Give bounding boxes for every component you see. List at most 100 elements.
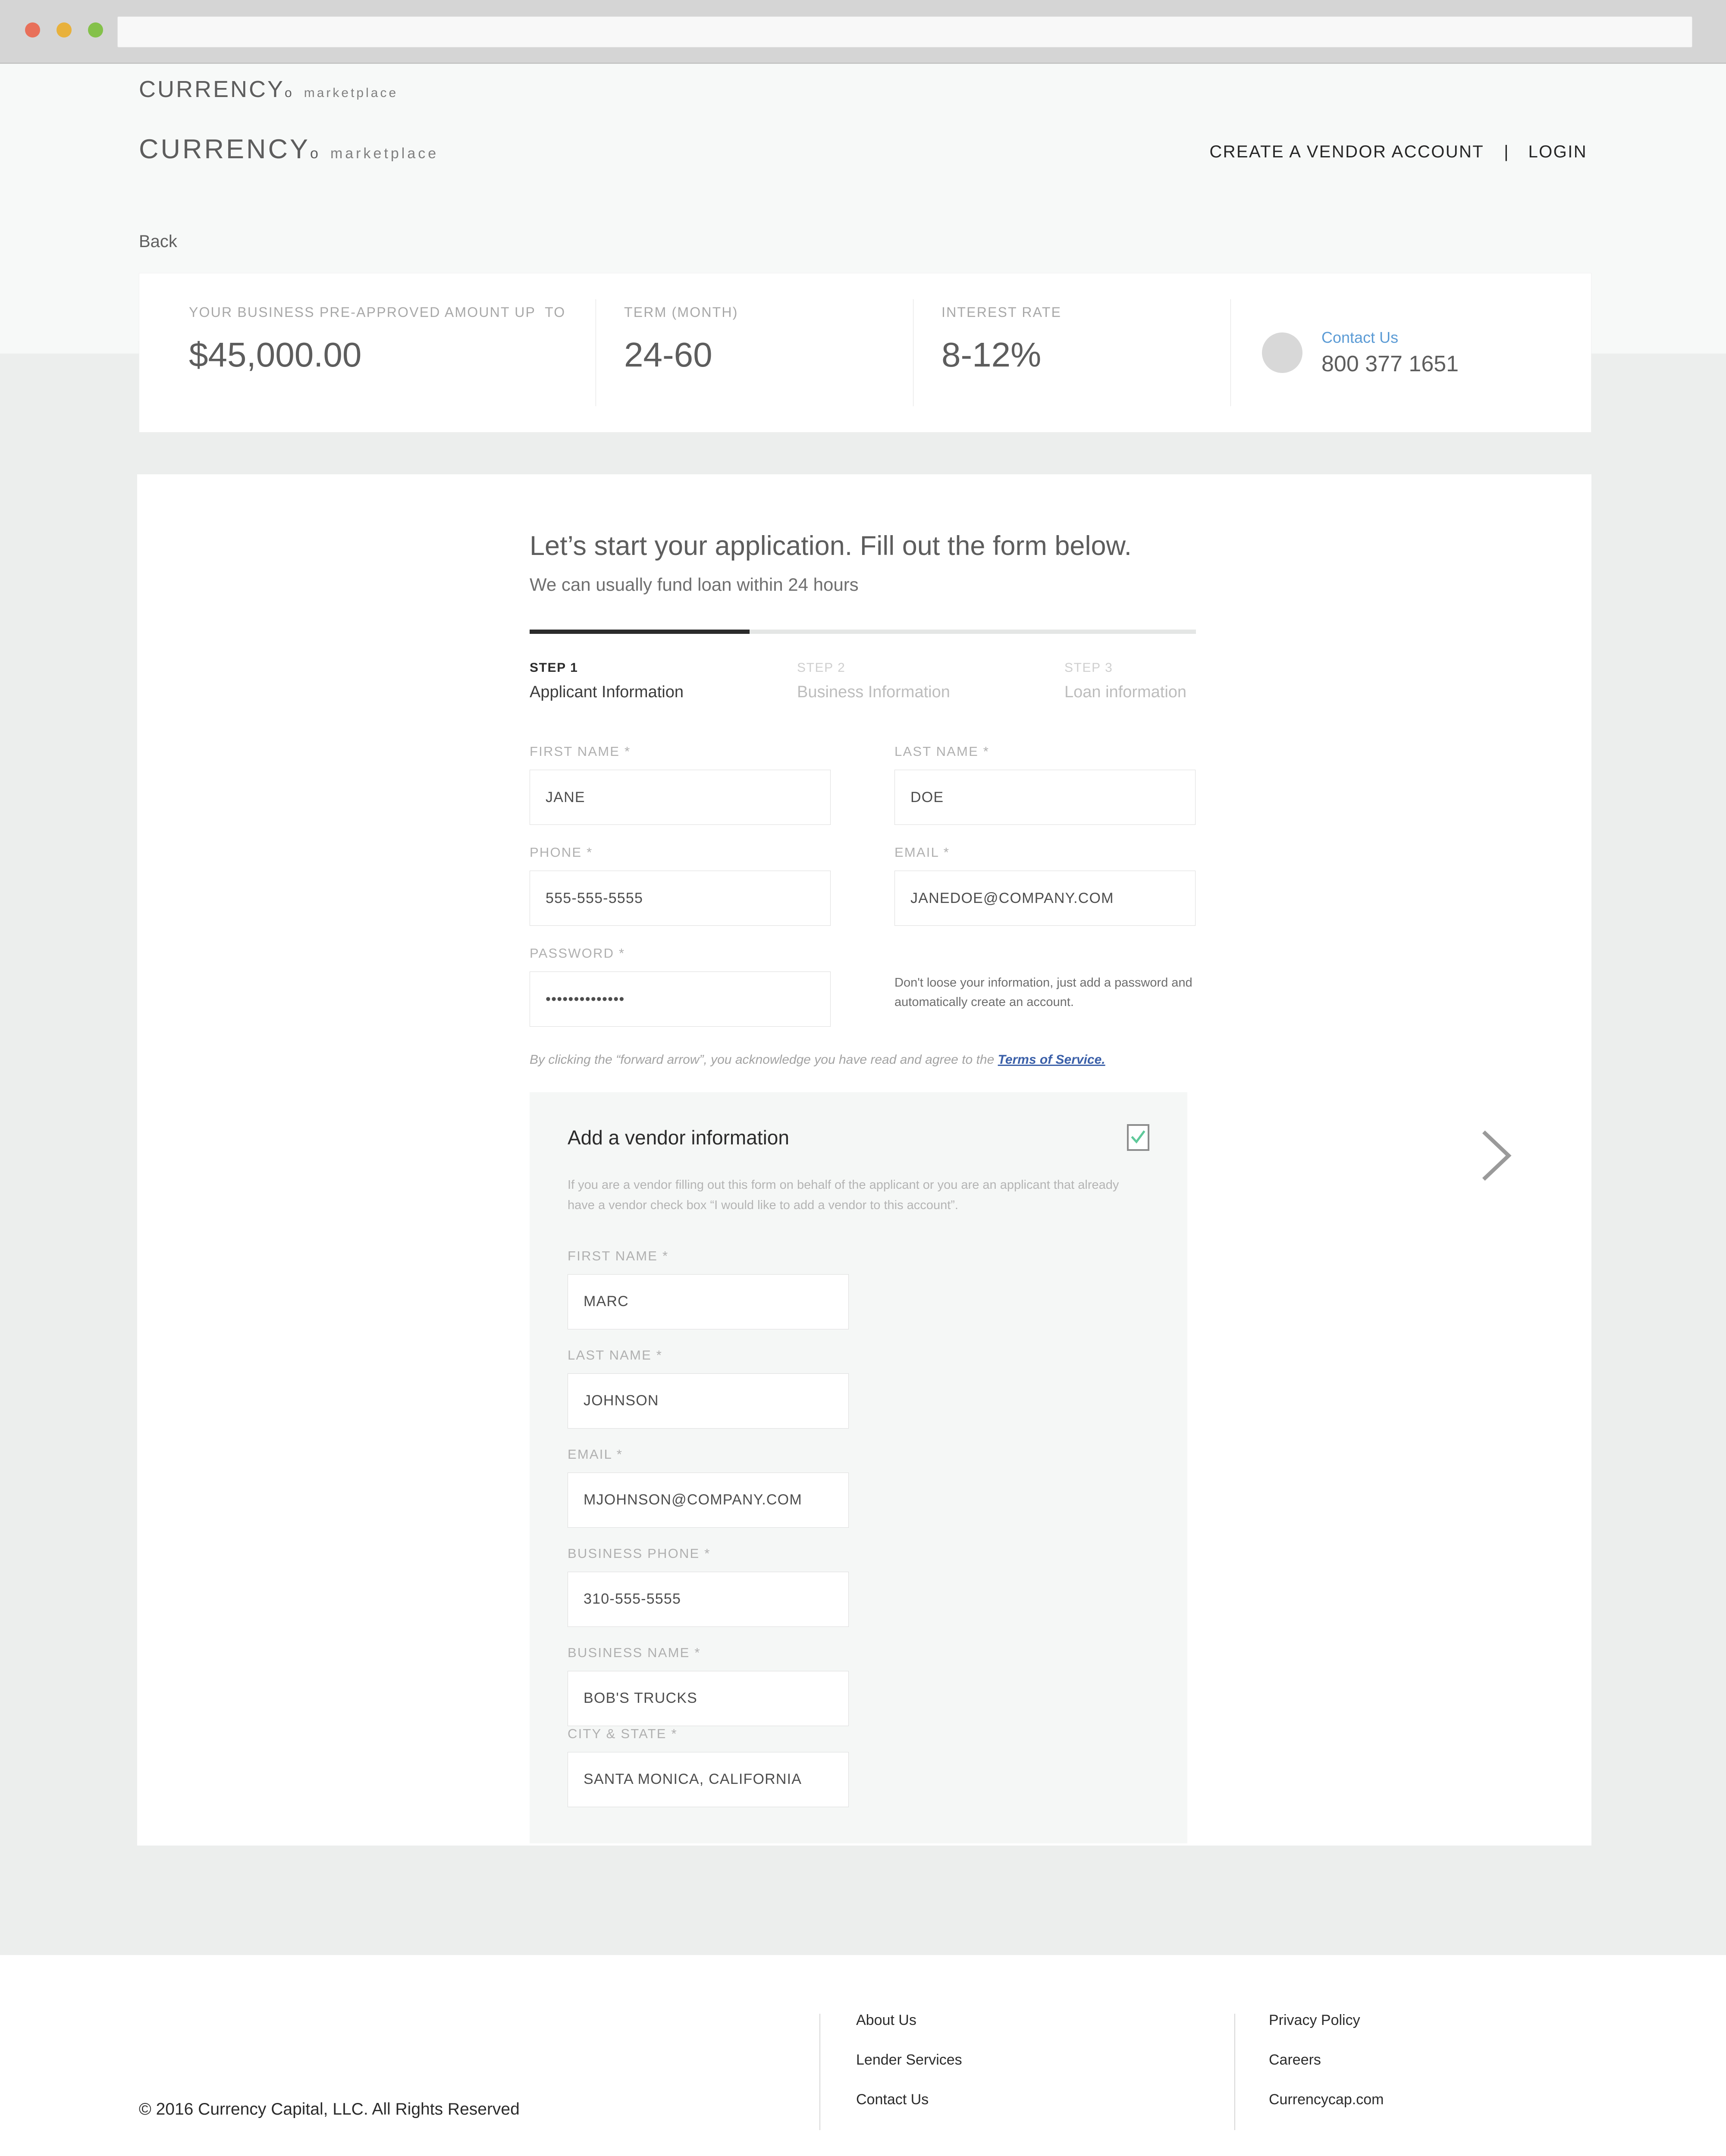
summary-divider	[1230, 299, 1231, 406]
field-label: BUSINESS NAME *	[568, 1645, 849, 1661]
password-input[interactable]	[530, 971, 831, 1027]
nav-separator: |	[1504, 142, 1509, 161]
brand-logo[interactable]: CURRENCY o marketplace	[139, 134, 439, 165]
field-label: FIRST NAME *	[568, 1248, 849, 1264]
required-asterisk: *	[943, 845, 950, 860]
vendor-email-input[interactable]	[568, 1472, 849, 1528]
footer-link-careers[interactable]: Careers	[1269, 2052, 1321, 2068]
vendor-last-name-input[interactable]	[568, 1373, 849, 1429]
required-asterisk: *	[671, 1726, 678, 1741]
vendor-city-state-input[interactable]	[568, 1752, 849, 1807]
field-vendor-last-name: LAST NAME *	[568, 1348, 849, 1429]
terms-agreement-line: By clicking the “forward arrow”, you ack…	[530, 1053, 1196, 1067]
required-asterisk: *	[616, 1446, 623, 1462]
required-asterisk: *	[983, 744, 990, 759]
contact-text: Contact Us 800 377 1651	[1321, 329, 1459, 377]
password-helper-text: Don't loose your information, just add a…	[894, 976, 1193, 1009]
checkmark-icon	[1131, 1130, 1145, 1144]
field-label: FIRST NAME *	[530, 744, 831, 759]
footer-link-lender-services[interactable]: Lender Services	[856, 2052, 962, 2068]
summary-value: 8-12%	[941, 335, 1042, 374]
close-window-button[interactable]	[25, 22, 40, 38]
field-label-text: CITY & STATE	[568, 1726, 667, 1741]
footer-logo-subtitle: marketplace	[304, 86, 399, 100]
vendor-business-name-input[interactable]	[568, 1670, 849, 1726]
vendor-panel-title: Add a vendor information	[568, 1126, 789, 1149]
step-label: Applicant Information	[530, 683, 684, 701]
terms-text: By clicking the “forward arrow”, you ack…	[530, 1053, 998, 1067]
login-link[interactable]: LOGIN	[1528, 142, 1587, 161]
add-vendor-checkbox[interactable]	[1127, 1124, 1149, 1151]
tab-step-2[interactable]: STEP 2 Business Information	[797, 661, 1064, 702]
summary-cell-interest-rate: INTEREST RATE 8-12%	[913, 273, 1230, 432]
field-label-text: EMAIL	[894, 845, 939, 860]
footer-divider	[819, 2014, 820, 2130]
email-input[interactable]	[894, 871, 1196, 926]
page-subtitle: We can usually fund loan within 24 hours	[530, 574, 859, 595]
minimize-window-button[interactable]	[56, 22, 72, 38]
next-step-button[interactable]	[1471, 1123, 1522, 1188]
summary-cell-contact: Contact Us 800 377 1651	[1231, 273, 1591, 432]
field-label: LAST NAME *	[894, 744, 1196, 759]
footer-logo-superscript: o	[285, 86, 292, 100]
field-vendor-first-name: FIRST NAME *	[568, 1248, 849, 1329]
loan-summary-bar: YOUR BUSINESS PRE-APPROVED AMOUNT UP TO …	[139, 273, 1591, 432]
footer-divider	[1234, 2014, 1235, 2130]
application-card: Let’s start your application. Fill out t…	[137, 474, 1591, 1846]
terms-of-service-link[interactable]: Terms of Service.	[998, 1053, 1105, 1067]
create-vendor-account-link[interactable]: CREATE A VENDOR ACCOUNT	[1209, 142, 1484, 161]
footer-link-about-us[interactable]: About Us	[856, 2012, 916, 2028]
footer-link-currencycap[interactable]: Currencycap.com	[1269, 2091, 1384, 2108]
phone-input[interactable]	[530, 871, 831, 926]
required-asterisk: *	[656, 1347, 663, 1363]
field-email: EMAIL *	[894, 845, 1196, 926]
field-vendor-email: EMAIL *	[568, 1447, 849, 1528]
summary-label: YOUR BUSINESS PRE-APPROVED AMOUNT UP TO	[189, 304, 566, 320]
step-label: Loan information	[1064, 683, 1187, 701]
field-label: CITY & STATE *	[568, 1726, 849, 1742]
field-label-text: LAST NAME	[568, 1347, 652, 1363]
brand-logo-main: CURRENCY	[139, 134, 311, 164]
vendor-first-name-input[interactable]	[568, 1274, 849, 1329]
footer-link-privacy-policy[interactable]: Privacy Policy	[1269, 2012, 1360, 2028]
field-label-text: PHONE	[530, 845, 582, 860]
progress-track	[530, 630, 1196, 634]
summary-label: INTEREST RATE	[941, 304, 1062, 320]
last-name-input[interactable]	[894, 770, 1196, 825]
field-password-label-wrap: PASSWORD *	[530, 946, 831, 961]
step-number: STEP 3	[1064, 661, 1113, 675]
required-asterisk: *	[662, 1248, 669, 1263]
page-title: Let’s start your application. Fill out t…	[530, 531, 1132, 561]
browser-chrome	[0, 0, 1726, 64]
applicant-field-grid: FIRST NAME * LAST NAME * PHONE * EMAIL *	[530, 744, 1196, 946]
password-row: Don't loose your information, just add a…	[530, 971, 1196, 1027]
required-asterisk: *	[704, 1545, 711, 1561]
field-label-text: BUSINESS NAME	[568, 1645, 690, 1660]
field-vendor-city-state: CITY & STATE *	[568, 1726, 849, 1807]
footer-brand-logo[interactable]: CURRENCY o marketplace	[139, 76, 398, 103]
tab-step-1[interactable]: STEP 1 Applicant Information	[530, 661, 797, 702]
tab-step-3[interactable]: STEP 3 Loan information	[1064, 661, 1332, 702]
field-last-name: LAST NAME *	[894, 744, 1196, 825]
field-label-text: PASSWORD	[530, 946, 615, 961]
vendor-panel-description: If you are a vendor filling out this for…	[568, 1178, 1119, 1212]
progress-fill	[530, 630, 750, 634]
maximize-window-button[interactable]	[88, 22, 103, 38]
field-label: LAST NAME *	[568, 1348, 849, 1363]
field-label: EMAIL *	[568, 1447, 849, 1462]
first-name-input[interactable]	[530, 770, 831, 825]
vendor-panel-header: Add a vendor information	[568, 1124, 1149, 1151]
footer-link-contact-us[interactable]: Contact Us	[856, 2091, 929, 2108]
brand-logo-subtitle: marketplace	[330, 145, 439, 162]
summary-cell-term: TERM (MONTH) 24-60	[596, 273, 913, 432]
contact-us-link[interactable]: Contact Us	[1321, 329, 1399, 346]
field-label-text: FIRST NAME	[530, 744, 620, 759]
step-number: STEP 1	[530, 661, 578, 675]
application-form: Let’s start your application. Fill out t…	[530, 530, 1196, 1843]
back-link[interactable]: Back	[139, 232, 177, 251]
vendor-business-phone-input[interactable]	[568, 1571, 849, 1627]
field-label-text: EMAIL	[568, 1446, 612, 1462]
browser-url-bar[interactable]	[117, 16, 1692, 47]
field-label: EMAIL *	[894, 845, 1196, 860]
